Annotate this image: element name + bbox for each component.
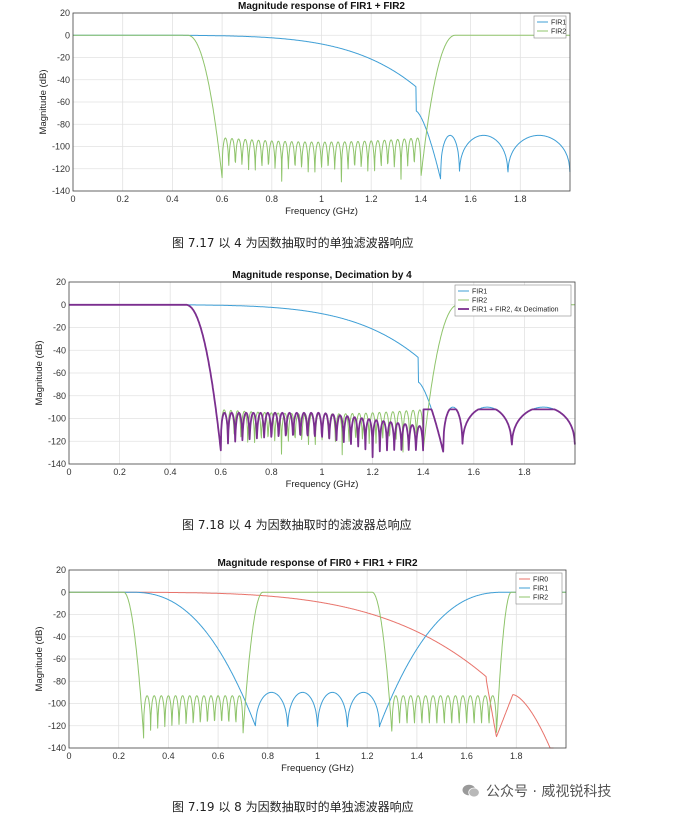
y-tick-label: -40 (57, 75, 70, 85)
legend-label: FIR2 (533, 595, 548, 602)
y-tick-label: -60 (57, 97, 70, 107)
axes-box (68, 281, 576, 465)
x-tick-label: 0 (66, 467, 71, 477)
x-tick-label: 1.2 (366, 467, 379, 477)
legend: FIR1 FIR2 (533, 15, 567, 39)
series-line-fir2 (68, 591, 566, 739)
x-tick-label: 0.2 (112, 751, 125, 761)
series-line-fir1 (68, 591, 566, 728)
legend: FIR0 FIR1 FIR2 (515, 572, 563, 605)
y-tick-label: -60 (53, 368, 66, 378)
x-tick-label: 0.2 (113, 467, 126, 477)
axes-box (72, 12, 571, 192)
y-tick-label: -100 (48, 414, 66, 424)
y-tick-label: -120 (48, 721, 66, 731)
x-tick-label: 0.4 (162, 751, 175, 761)
y-tick-label: -40 (53, 345, 66, 355)
x-tick-label: 0 (66, 751, 71, 761)
x-tick-label: 1.8 (510, 751, 523, 761)
series-line-fir0 (68, 591, 554, 749)
y-tick-label: -60 (53, 654, 66, 664)
legend-box (454, 284, 572, 317)
x-tick-label: 0.8 (262, 751, 275, 761)
x-tick-label: 0.8 (265, 467, 278, 477)
legend-label: FIR2 (551, 29, 566, 36)
x-tick-label: 0.6 (216, 194, 229, 204)
x-tick-label: 0.2 (116, 194, 129, 204)
y-tick-label: -100 (52, 142, 70, 152)
x-tick-label: 1.4 (411, 751, 424, 761)
x-tick-label: 0.4 (164, 467, 177, 477)
legend-label: FIR1 + FIR2, 4x Decimation (472, 307, 559, 314)
y-tick-label: 0 (61, 300, 66, 310)
y-tick-label: -20 (53, 610, 66, 620)
legend-label: FIR1 (533, 586, 548, 593)
chart-2: 0 0.2 0.4 0.6 0.8 1 1.2 1.4 1.6 1.8 20 0 -20 -40 -60 -8… (34, 270, 576, 490)
y-tick-label: 20 (56, 277, 66, 287)
caption-fig-7-18: 图 7.18 以 4 为因数抽取时的滤波器总响应 (182, 518, 412, 532)
x-tick-label: 0.4 (166, 194, 179, 204)
y-tick-label: -120 (52, 164, 70, 174)
y-tick-label: -80 (57, 119, 70, 129)
y-axis-label: Magnitude (dB) (38, 70, 49, 135)
x-tick-label: 0.6 (212, 751, 225, 761)
series-line-fir2 (72, 34, 570, 183)
caption-fig-7-19: 图 7.19 以 8 为因数抽取时的单独滤波器响应 (172, 800, 414, 814)
chart-title: Magnitude response of FIR0 + FIR1 + FIR2 (217, 558, 417, 569)
legend-label: FIR2 (472, 298, 487, 305)
watermark: 公众号 · 威视锐科技 (462, 781, 611, 801)
watermark-text: 公众号 · 威视锐科技 (486, 784, 612, 800)
legend: FIR1 FIR2 FIR1 + FIR2, 4x Decimation (454, 284, 572, 317)
y-tick-label: -20 (57, 53, 70, 63)
y-tick-label: 20 (60, 8, 70, 18)
x-tick-label: 1 (315, 751, 320, 761)
chart-3: 0 0.2 0.4 0.6 0.8 1 1.2 1.4 1.6 1.8 20 0 -20 -40 -60 -8… (34, 558, 567, 774)
chart-title: Magnitude response of FIR1 + FIR2 (238, 1, 405, 12)
y-tick-label: -40 (53, 632, 66, 642)
x-tick-label: 1.2 (361, 751, 374, 761)
x-tick-label: 1.6 (468, 467, 481, 477)
legend-label: FIR0 (533, 577, 548, 584)
x-axis-label: Frequency (GHz) (285, 206, 358, 217)
y-tick-label: -80 (53, 391, 66, 401)
x-tick-label: 1.6 (460, 751, 473, 761)
y-tick-label: -20 (53, 323, 66, 333)
y-tick-label: -140 (48, 743, 66, 753)
y-tick-label: 0 (61, 587, 66, 597)
x-tick-label: 1.4 (415, 194, 428, 204)
wechat-icon (462, 784, 480, 798)
x-axis-label: Frequency (GHz) (281, 763, 354, 774)
x-tick-label: 1.8 (514, 194, 527, 204)
y-axis-label: Magnitude (dB) (34, 341, 45, 406)
y-tick-label: -140 (48, 459, 66, 469)
x-tick-label: 1.4 (417, 467, 430, 477)
y-tick-label: -100 (48, 699, 66, 709)
x-tick-label: 0.6 (215, 467, 228, 477)
axes-box (68, 569, 567, 749)
y-tick-label: 20 (56, 565, 66, 575)
x-tick-label: 1 (319, 194, 324, 204)
series-line-fir1-fir2-4x-decimation (68, 303, 576, 459)
x-tick-label: 1 (319, 467, 324, 477)
y-tick-label: -140 (52, 186, 70, 196)
x-tick-label: 1.8 (518, 467, 531, 477)
caption-fig-7-17: 图 7.17 以 4 为因数抽取时的单独滤波器响应 (172, 236, 414, 250)
chart-title: Magnitude response, Decimation by 4 (232, 270, 412, 281)
x-tick-label: 0 (70, 194, 75, 204)
x-tick-label: 1.2 (365, 194, 378, 204)
y-tick-label: -80 (53, 676, 66, 686)
x-tick-label: 1.6 (464, 194, 477, 204)
y-tick-label: -120 (48, 436, 66, 446)
y-axis-label: Magnitude (dB) (34, 627, 45, 692)
x-axis-label: Frequency (GHz) (286, 479, 359, 490)
x-tick-label: 0.8 (266, 194, 279, 204)
chart-1: 0 0.2 0.4 0.6 0.8 1 1.2 1.4 1.6 1.8 20 0 -20 -40 -60 -8… (38, 1, 571, 217)
y-tick-label: 0 (65, 30, 70, 40)
legend-label: FIR1 (472, 289, 487, 296)
legend-label: FIR1 (551, 20, 566, 27)
